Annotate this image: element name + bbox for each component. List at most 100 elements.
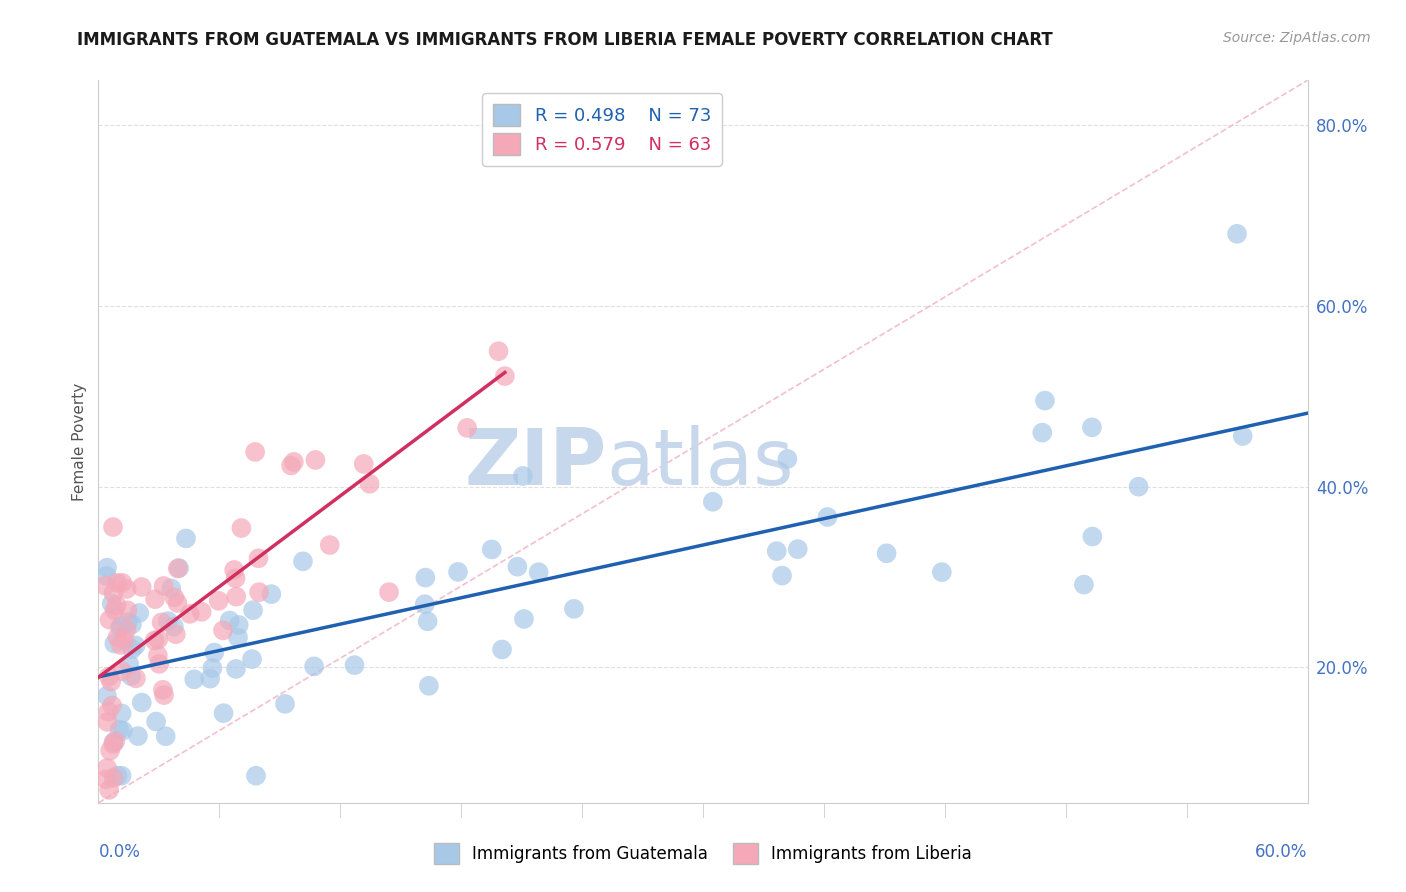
Point xyxy=(121,642,143,657)
Point xyxy=(98,743,121,757)
Point xyxy=(96,714,118,729)
Point xyxy=(416,615,439,629)
Point xyxy=(153,688,176,702)
Point xyxy=(157,614,180,628)
Point xyxy=(513,612,536,626)
Point xyxy=(101,698,124,713)
Point xyxy=(190,605,212,619)
Point xyxy=(103,637,125,651)
Point xyxy=(1073,577,1095,591)
Point xyxy=(128,606,150,620)
Point xyxy=(224,563,246,577)
Point xyxy=(114,633,136,648)
Point xyxy=(163,619,186,633)
Point xyxy=(105,575,128,590)
Point xyxy=(150,615,173,630)
Point xyxy=(118,657,141,672)
Legend: Immigrants from Guatemala, Immigrants from Liberia: Immigrants from Guatemala, Immigrants fr… xyxy=(427,837,979,871)
Point xyxy=(447,565,470,579)
Point xyxy=(111,665,134,679)
Y-axis label: Female Poverty: Female Poverty xyxy=(72,383,87,500)
Point xyxy=(353,457,375,471)
Point xyxy=(160,582,183,596)
Point xyxy=(702,495,724,509)
Point xyxy=(506,559,529,574)
Point xyxy=(110,769,132,783)
Point xyxy=(115,623,138,637)
Point xyxy=(145,714,167,729)
Point xyxy=(228,618,250,632)
Point xyxy=(242,603,264,617)
Point xyxy=(225,590,247,604)
Point xyxy=(1232,429,1254,443)
Point xyxy=(274,697,297,711)
Point xyxy=(152,579,174,593)
Text: Source: ZipAtlas.com: Source: ZipAtlas.com xyxy=(1223,31,1371,45)
Point xyxy=(143,633,166,648)
Point xyxy=(378,585,401,599)
Point xyxy=(155,729,177,743)
Point xyxy=(231,521,253,535)
Point xyxy=(481,542,503,557)
Text: ZIP: ZIP xyxy=(464,425,606,501)
Point xyxy=(96,772,118,787)
Point xyxy=(100,597,122,611)
Text: 0.0%: 0.0% xyxy=(98,843,141,861)
Point xyxy=(226,631,249,645)
Point xyxy=(127,729,149,743)
Point xyxy=(247,551,270,566)
Point xyxy=(291,554,314,568)
Point xyxy=(124,639,146,653)
Point xyxy=(165,627,187,641)
Point xyxy=(876,546,898,560)
Point xyxy=(770,568,793,582)
Point xyxy=(765,544,787,558)
Point xyxy=(494,369,516,384)
Point xyxy=(111,723,134,738)
Point xyxy=(1033,393,1056,408)
Point xyxy=(131,580,153,594)
Point xyxy=(512,469,534,483)
Point xyxy=(240,652,263,666)
Point xyxy=(202,646,225,660)
Point xyxy=(225,571,247,585)
Point xyxy=(359,476,381,491)
Point xyxy=(108,723,131,737)
Point xyxy=(143,592,166,607)
Point xyxy=(131,696,153,710)
Point xyxy=(103,586,125,600)
Point xyxy=(107,769,129,783)
Point xyxy=(491,642,513,657)
Point xyxy=(111,706,134,721)
Point xyxy=(283,455,305,469)
Point xyxy=(488,344,510,359)
Point xyxy=(96,560,118,574)
Point xyxy=(415,571,437,585)
Point xyxy=(167,561,190,575)
Point xyxy=(98,783,121,797)
Point xyxy=(212,706,235,720)
Point xyxy=(163,591,186,605)
Point xyxy=(1128,480,1150,494)
Point xyxy=(166,596,188,610)
Point xyxy=(111,575,134,590)
Point xyxy=(103,737,125,751)
Point xyxy=(225,662,247,676)
Point xyxy=(817,510,839,524)
Point xyxy=(280,458,302,473)
Point xyxy=(456,421,478,435)
Point xyxy=(179,607,201,621)
Point xyxy=(304,453,326,467)
Point xyxy=(96,761,118,775)
Point xyxy=(183,673,205,687)
Point xyxy=(103,771,125,785)
Point xyxy=(931,565,953,579)
Point xyxy=(786,542,808,557)
Point xyxy=(94,579,117,593)
Point xyxy=(260,587,283,601)
Point xyxy=(198,672,221,686)
Point xyxy=(108,621,131,635)
Point xyxy=(100,674,122,689)
Point xyxy=(174,532,197,546)
Point xyxy=(96,569,118,583)
